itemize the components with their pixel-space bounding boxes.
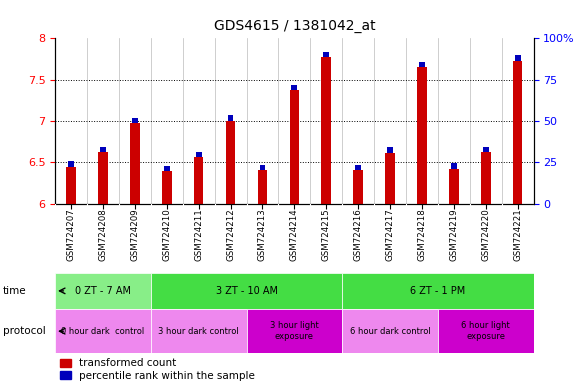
Text: GSM724209: GSM724209 [130, 209, 139, 262]
Bar [481, 152, 491, 204]
Bar [292, 84, 297, 90]
Text: 3 hour light
exposure: 3 hour light exposure [270, 321, 319, 341]
Text: GSM724215: GSM724215 [322, 209, 331, 262]
Bar [228, 115, 233, 121]
Bar [55, 309, 151, 353]
Text: GSM724213: GSM724213 [258, 209, 267, 262]
Bar [356, 165, 361, 170]
Legend: transformed count, percentile rank within the sample: transformed count, percentile rank withi… [60, 359, 255, 381]
Bar [387, 147, 393, 153]
Bar [289, 90, 299, 204]
Bar [98, 152, 108, 204]
Bar [151, 309, 246, 353]
Bar [246, 309, 342, 353]
Text: 6 hour light
exposure: 6 hour light exposure [461, 321, 510, 341]
Bar [515, 55, 520, 61]
Bar [438, 309, 534, 353]
Text: GSM724212: GSM724212 [226, 209, 235, 262]
Text: GSM724208: GSM724208 [99, 209, 107, 262]
Text: 3 ZT - 10 AM: 3 ZT - 10 AM [216, 286, 277, 296]
Bar [258, 170, 267, 204]
Text: 0 hour dark  control: 0 hour dark control [61, 327, 144, 336]
Bar [194, 157, 204, 204]
Text: GSM724219: GSM724219 [450, 209, 458, 262]
Text: 6 hour dark control: 6 hour dark control [350, 327, 430, 336]
Bar [385, 153, 395, 204]
Bar [151, 273, 342, 309]
Bar [419, 61, 425, 67]
Bar [321, 57, 331, 204]
Bar [483, 147, 488, 152]
Bar [353, 170, 363, 204]
Text: protocol: protocol [3, 326, 46, 336]
Text: GDS4615 / 1381042_at: GDS4615 / 1381042_at [213, 19, 375, 33]
Text: GSM724221: GSM724221 [513, 209, 522, 262]
Bar [162, 171, 172, 204]
Bar [417, 67, 427, 204]
Bar [513, 61, 523, 204]
Text: time: time [3, 286, 27, 296]
Bar [342, 273, 534, 309]
Text: 0 ZT - 7 AM: 0 ZT - 7 AM [75, 286, 131, 296]
Bar [449, 169, 459, 204]
Bar [132, 118, 137, 123]
Text: GSM724210: GSM724210 [162, 209, 171, 262]
Text: 6 ZT - 1 PM: 6 ZT - 1 PM [410, 286, 466, 296]
Bar [164, 166, 169, 171]
Bar [342, 309, 438, 353]
Bar [260, 165, 265, 170]
Text: 3 hour dark control: 3 hour dark control [158, 327, 239, 336]
Text: GSM724218: GSM724218 [418, 209, 426, 262]
Bar [66, 167, 76, 204]
Text: GSM724220: GSM724220 [481, 209, 490, 262]
Bar [68, 161, 74, 167]
Bar [451, 163, 456, 169]
Text: GSM724207: GSM724207 [67, 209, 75, 262]
Bar [324, 51, 329, 57]
Text: GSM724216: GSM724216 [354, 209, 362, 262]
Bar [55, 273, 151, 309]
Bar [226, 121, 235, 204]
Bar [130, 123, 140, 204]
Bar [196, 152, 201, 157]
Bar [100, 147, 106, 152]
Text: GSM724214: GSM724214 [290, 209, 299, 262]
Text: GSM724211: GSM724211 [194, 209, 203, 262]
Text: GSM724217: GSM724217 [386, 209, 394, 262]
